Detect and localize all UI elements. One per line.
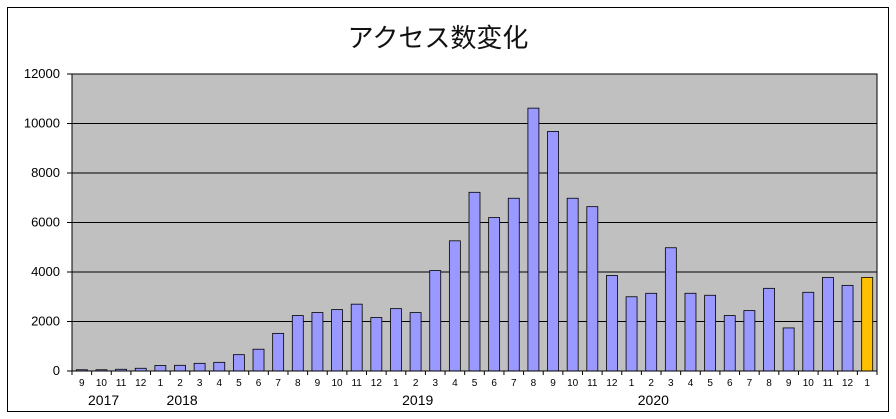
- bar: [861, 277, 874, 372]
- x-tick-label: 3: [432, 378, 438, 389]
- x-tick-label: 7: [511, 378, 517, 389]
- x-tick-label: 5: [472, 378, 478, 389]
- x-tick-label: 11: [351, 378, 362, 389]
- x-tick-label: 4: [452, 378, 458, 389]
- x-tick-label: 8: [766, 378, 772, 389]
- x-tick-label: 8: [531, 378, 537, 389]
- bar: [174, 364, 186, 372]
- bar: [547, 131, 559, 372]
- x-tick-label: 2: [177, 378, 183, 389]
- bar: [409, 312, 422, 372]
- bar: [684, 292, 697, 372]
- bar: [802, 291, 815, 372]
- x-axis-ticks: 9 10 11 12 1 2 3 4 5 6 7 8 9 10 11 12 1 2 3 4 5 6 7 8 9 10 11 12 1 2 3…: [71, 371, 878, 389]
- bar: [841, 284, 854, 372]
- x-tick-label: 1: [393, 378, 399, 389]
- x-tick-label: 9: [550, 378, 556, 389]
- y-axis-ticks: 0 2000 4000 6000 8000 10000 12000: [24, 66, 72, 378]
- x-tick-label: 9: [315, 378, 321, 389]
- bar: [488, 217, 501, 372]
- bar: [311, 312, 324, 372]
- bar: [606, 275, 618, 372]
- y-tick-label: 10000: [24, 116, 60, 131]
- bar: [213, 361, 226, 372]
- x-tick-label: 2: [648, 378, 654, 389]
- x-tick-label: 3: [668, 378, 674, 389]
- bar: [370, 317, 383, 372]
- x-tick-label: 3: [197, 378, 203, 389]
- plot-border: [71, 73, 878, 372]
- x-tick-label: 7: [747, 378, 753, 389]
- y-tick-label: 2000: [31, 314, 60, 329]
- x-tick-label: 6: [491, 378, 497, 389]
- bar: [331, 309, 343, 372]
- bar: [468, 191, 481, 372]
- x-tick-label: 11: [823, 378, 834, 389]
- y-tick-label: 0: [53, 363, 60, 378]
- x-tick-label: 12: [842, 378, 854, 389]
- y-tick-label: 4000: [31, 264, 60, 279]
- bar: [154, 365, 167, 372]
- year-labels: 2017 2018 2019 2020: [88, 392, 669, 408]
- x-tick-label: 4: [216, 378, 222, 389]
- x-tick-label: 5: [236, 378, 242, 389]
- bar: [291, 315, 304, 372]
- bar: [763, 287, 775, 372]
- year-label: 2017: [88, 392, 119, 408]
- x-tick-label: 1: [158, 378, 164, 389]
- bar: [193, 362, 206, 372]
- x-tick-label: 10: [567, 378, 579, 389]
- bar: [625, 296, 638, 372]
- x-tick-label: 10: [331, 378, 343, 389]
- bar: [704, 294, 717, 372]
- bar: [782, 327, 795, 372]
- x-tick-label: 1: [629, 378, 635, 389]
- bar: [429, 270, 442, 372]
- bar: [723, 315, 736, 372]
- y-tick-label: 8000: [31, 165, 60, 180]
- year-label: 2019: [402, 392, 433, 408]
- bar: [252, 348, 265, 372]
- x-tick-label: 7: [275, 378, 281, 389]
- bar: [272, 332, 285, 372]
- bar: [664, 247, 677, 372]
- y-tick-label: 6000: [31, 215, 60, 230]
- x-tick-label: 12: [371, 378, 383, 389]
- bar: [566, 197, 579, 372]
- year-label: 2018: [167, 392, 198, 408]
- x-tick-label: 9: [79, 378, 85, 389]
- bar: [527, 107, 540, 372]
- x-tick-label: 10: [96, 378, 108, 389]
- x-tick-label: 5: [707, 378, 713, 389]
- x-tick-label: 6: [727, 378, 733, 389]
- x-tick-label: 4: [688, 378, 694, 389]
- bar: [507, 197, 520, 372]
- bar: [822, 277, 834, 372]
- x-tick-label: 1: [864, 378, 870, 389]
- bar: [390, 308, 402, 372]
- x-tick-label: 11: [116, 378, 127, 389]
- x-tick-label: 8: [295, 378, 301, 389]
- x-tick-label: 11: [587, 378, 598, 389]
- bar: [350, 303, 363, 372]
- x-tick-label: 2: [413, 378, 419, 389]
- chart-title: アクセス数変化: [348, 24, 529, 54]
- bar: [232, 354, 245, 372]
- x-tick-label: 12: [135, 378, 147, 389]
- bar: [645, 292, 658, 372]
- bar: [586, 206, 599, 372]
- x-tick-label: 10: [803, 378, 815, 389]
- x-tick-label: 6: [256, 378, 262, 389]
- bar: [743, 310, 756, 372]
- year-label: 2020: [638, 392, 669, 408]
- y-tick-label: 12000: [24, 66, 60, 81]
- bars: [75, 107, 874, 372]
- x-tick-label: 12: [606, 378, 618, 389]
- bar: [448, 240, 461, 372]
- x-tick-label: 9: [786, 378, 792, 389]
